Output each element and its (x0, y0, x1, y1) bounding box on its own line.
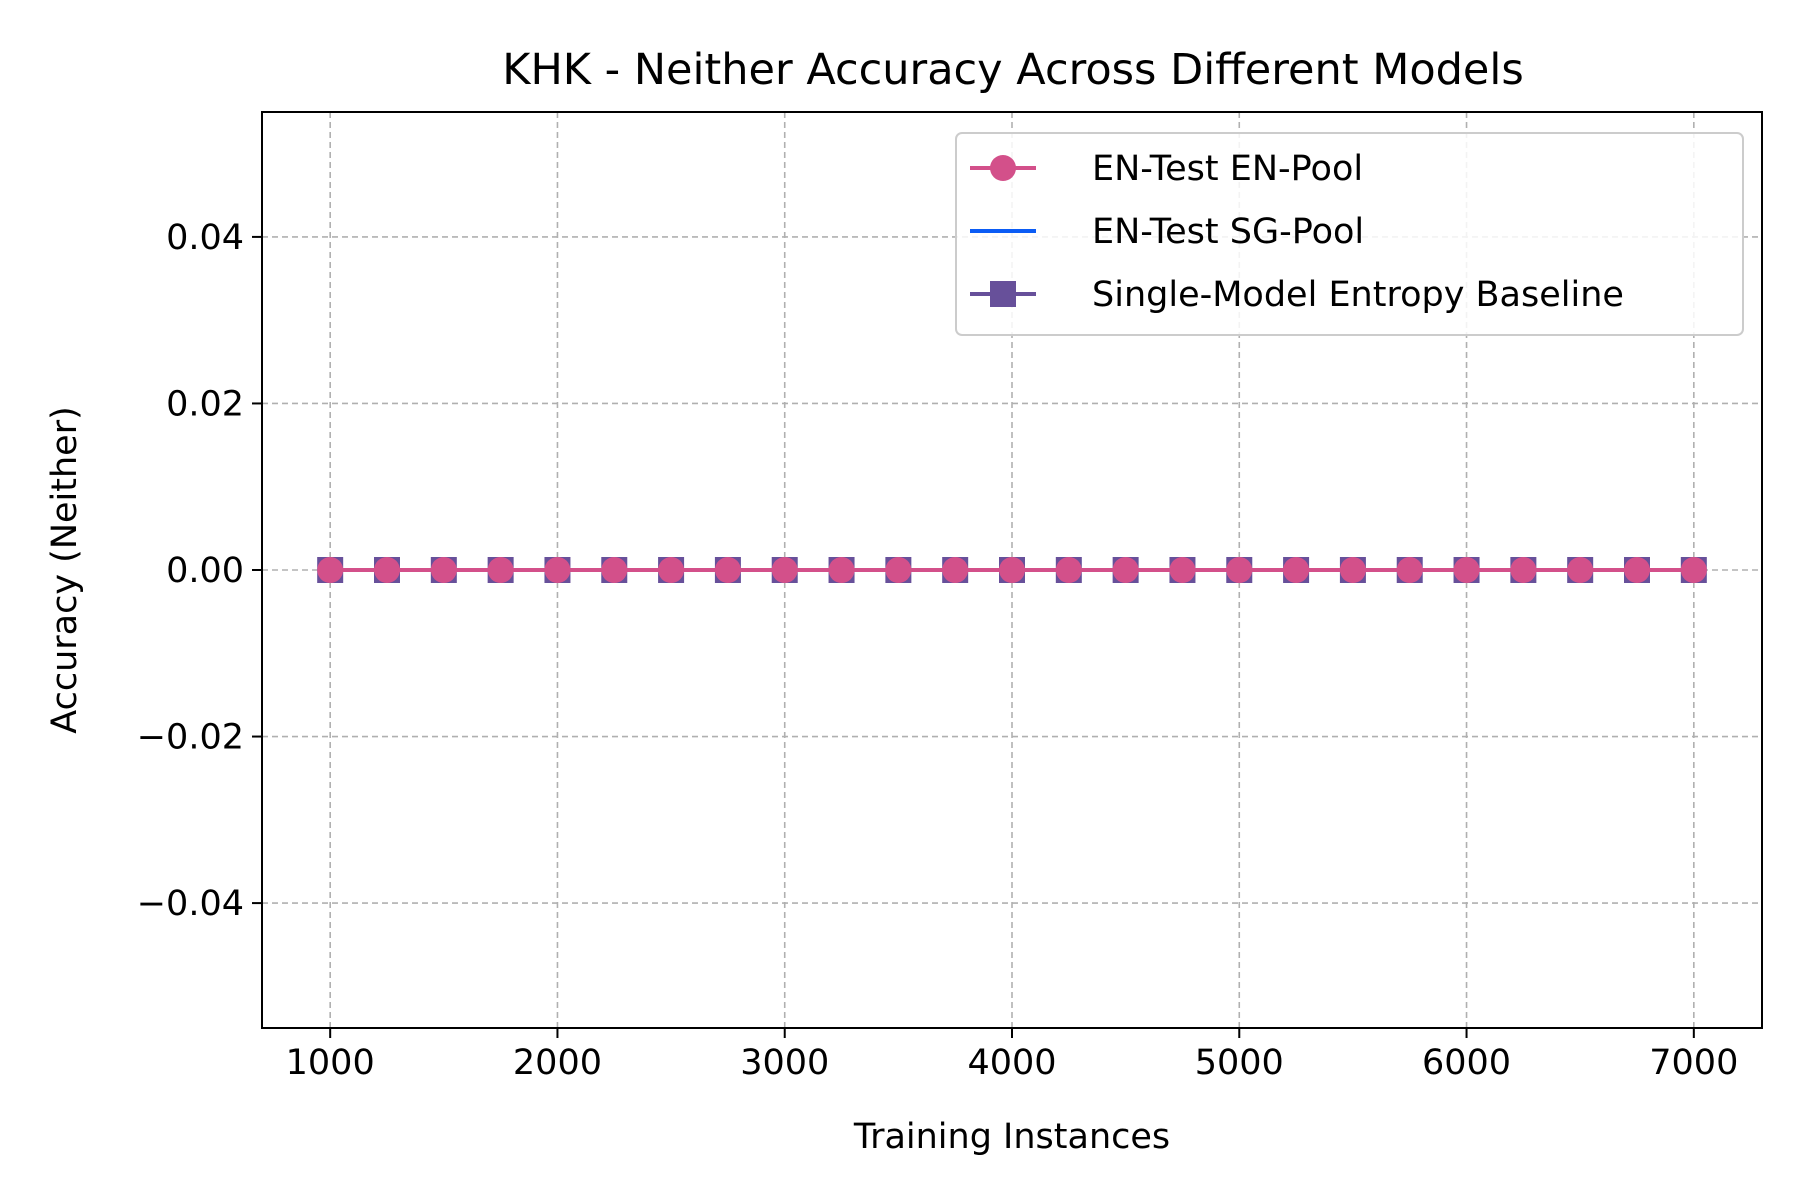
data-point (942, 557, 969, 583)
y-tick-label: 0.02 (166, 384, 244, 424)
y-tick-label: −0.02 (137, 718, 244, 758)
x-tick-label: 6000 (1422, 1043, 1511, 1083)
legend-item: Single-Model Entropy Baseline (970, 275, 1624, 315)
series-en-test-en-pool (317, 557, 1707, 583)
legend-box (955, 132, 1744, 336)
x-axis-label: Training Instances (853, 1117, 1170, 1157)
x-tick-label: 2000 (513, 1043, 602, 1083)
data-point (658, 557, 685, 583)
legend-swatch-marker (990, 281, 1016, 307)
data-point (1169, 557, 1196, 583)
legend-item: EN-Test EN-Pool (970, 149, 1363, 189)
x-tick-label: 1000 (286, 1043, 375, 1083)
x-tick-label: 3000 (740, 1043, 829, 1083)
data-point (1112, 557, 1139, 583)
y-axis-label: Accuracy (Neither) (45, 406, 85, 734)
data-point (1226, 557, 1253, 583)
data-point (828, 557, 855, 583)
data-point (1510, 557, 1537, 583)
data-point (487, 557, 514, 583)
legend-item: EN-Test SG-Pool (970, 212, 1364, 252)
data-point (1567, 557, 1594, 583)
chart-title: KHK - Neither Accuracy Across Different … (502, 45, 1523, 95)
series-layer (317, 557, 1707, 583)
data-point (317, 557, 344, 583)
x-tick-label: 7000 (1649, 1043, 1738, 1083)
data-point (1680, 557, 1707, 583)
y-tick-label: 0.00 (166, 551, 244, 591)
data-point (1283, 557, 1310, 583)
data-point (374, 557, 400, 583)
data-point (544, 557, 571, 583)
legend-label: EN-Test EN-Pool (1092, 149, 1363, 189)
data-point (714, 557, 741, 583)
data-point (601, 557, 628, 583)
data-point (1624, 557, 1650, 583)
data-point (1396, 557, 1423, 583)
ticks: 1000 2000 3000 4000 5000 6000 7000 −0.04 −0.02 0.… (137, 218, 1739, 1083)
y-tick-label: 0.04 (166, 218, 244, 258)
data-point (1453, 557, 1480, 583)
data-point (1339, 557, 1366, 583)
x-tick-label: 4000 (967, 1043, 1056, 1083)
data-point (1055, 557, 1082, 583)
data-point (999, 557, 1025, 583)
y-tick-label: −0.04 (137, 884, 244, 924)
legend: EN-Test EN-Pool EN-Test SG-Pool Single-Mod… (955, 132, 1744, 336)
x-tick-label: 5000 (1195, 1043, 1284, 1083)
legend-label: EN-Test SG-Pool (1092, 212, 1364, 252)
data-point (771, 557, 798, 583)
legend-swatch-marker (990, 155, 1016, 181)
data-point (885, 557, 912, 583)
data-point (430, 557, 457, 583)
legend-label: Single-Model Entropy Baseline (1092, 275, 1624, 315)
